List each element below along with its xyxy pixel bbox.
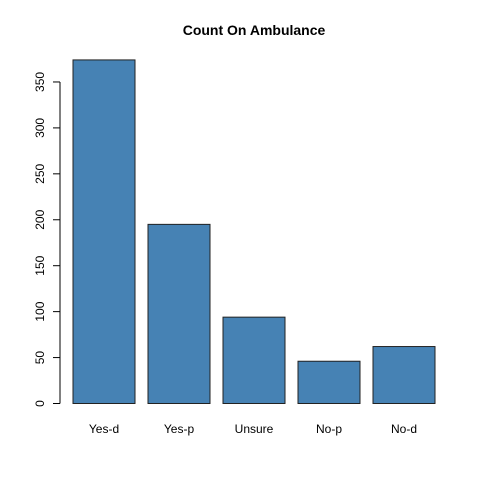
y-axis: 0 50 100 150 200 250 300 350 — [33, 72, 61, 407]
y-tick-label: 350 — [33, 72, 47, 92]
x-axis-labels: Yes-d Yes-p Unsure No-p No-d — [89, 422, 417, 436]
bar-yes-p — [147, 223, 211, 404]
bar-no-p — [297, 360, 361, 404]
x-tick-label: No-d — [391, 422, 417, 436]
y-tick-label: 300 — [33, 118, 47, 138]
x-tick-label: Yes-d — [89, 422, 119, 436]
chart-title: Count On Ambulance — [183, 22, 326, 38]
y-tick-label: 0 — [33, 400, 47, 407]
bars-group — [72, 59, 436, 404]
bar-no-d — [372, 346, 436, 404]
x-tick-label: Yes-p — [164, 422, 195, 436]
y-tick-label: 100 — [33, 301, 47, 321]
x-tick-label: No-p — [316, 422, 342, 436]
y-tick-label: 250 — [33, 164, 47, 184]
x-tick-label: Unsure — [235, 422, 274, 436]
bar-yes-d — [72, 59, 136, 404]
y-tick-label: 50 — [33, 351, 47, 365]
bar-unsure — [222, 316, 286, 404]
y-tick-label: 200 — [33, 209, 47, 229]
y-tick-label: 150 — [33, 255, 47, 275]
